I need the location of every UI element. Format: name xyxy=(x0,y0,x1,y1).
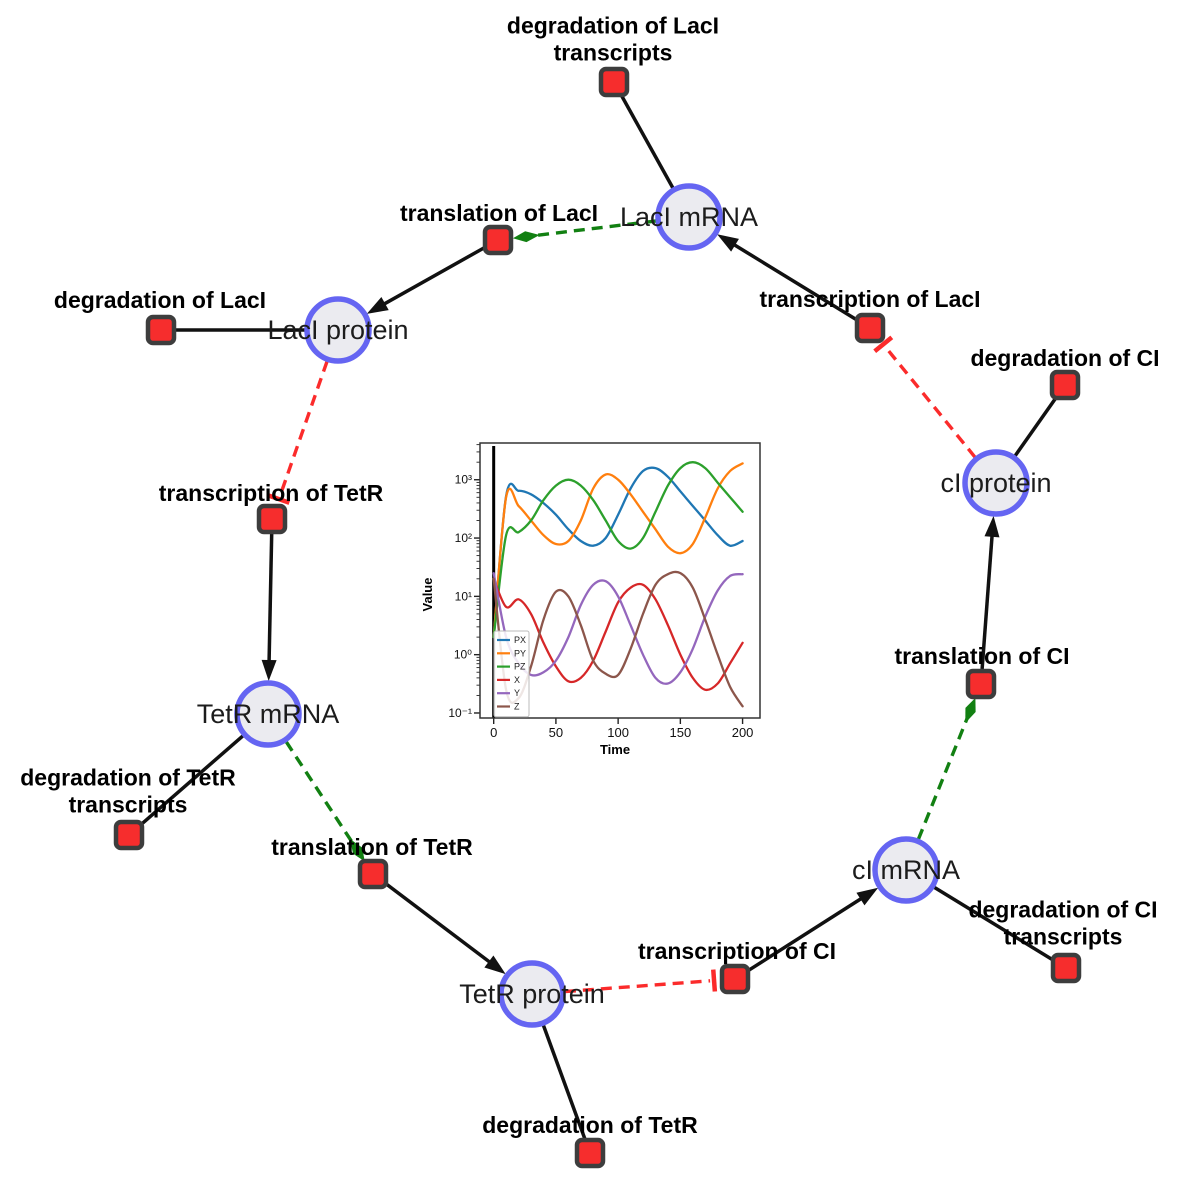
reaction-node-tx_ci[interactable] xyxy=(719,963,751,995)
edge-tx_laci-laci_mrna xyxy=(729,241,859,322)
species-label-tetr_mrna: TetR mRNA xyxy=(197,699,340,729)
series-line-PX xyxy=(492,466,744,639)
y-tick-label: 10¹ xyxy=(455,589,472,603)
x-axis-title: Time xyxy=(600,742,630,757)
edge-tl_ci-ci_protein-arrowhead-icon xyxy=(984,515,1000,538)
edge-ci_mrna-deg_ci_tx xyxy=(933,885,1055,962)
edge-ci_mrna-tl_ci xyxy=(916,715,970,841)
edge-ci_protein-deg_ci xyxy=(1013,396,1058,458)
y-axis-title: Value xyxy=(420,578,435,612)
species-node-tetr_mrna[interactable] xyxy=(234,680,302,748)
reaction-node-tl_laci[interactable] xyxy=(482,224,514,256)
reaction-label-deg_ci: degradation of CI xyxy=(970,345,1159,371)
species-label-ci_protein: cI protein xyxy=(940,468,1051,498)
series-layer xyxy=(492,461,744,708)
nodes-layer xyxy=(113,66,1082,1169)
edge-laci_mrna-tl_laci xyxy=(532,219,657,238)
edge-laci_mrna-tl_laci-diamond-arrowhead-icon xyxy=(512,231,540,243)
reaction-label-tl_laci: translation of LacI xyxy=(400,200,598,226)
series-line-PZ xyxy=(492,461,744,639)
legend-label-Y: Y xyxy=(514,688,520,698)
edge-tl_laci-laci_protein xyxy=(379,245,486,308)
edge-ci_protein-tx_laci xyxy=(884,346,977,459)
edge-tx_ci-ci_mrna-arrowhead-icon xyxy=(856,887,879,906)
series-line-Z xyxy=(492,570,744,708)
reaction-node-deg_ci[interactable] xyxy=(1049,369,1081,401)
reaction-node-tl_ci[interactable] xyxy=(965,668,997,700)
legend-label-X: X xyxy=(514,675,520,685)
reaction-node-deg_tetr[interactable] xyxy=(574,1137,606,1169)
edge-laci_mrna-deg_laci_tx xyxy=(619,94,675,190)
edge-tetr_protein-tx_ci-tbar-icon xyxy=(711,969,718,992)
species-node-laci_mrna[interactable] xyxy=(655,183,723,251)
edge-tx_laci-laci_mrna-arrowhead-icon xyxy=(717,234,739,252)
edge-tx_ci-ci_mrna xyxy=(746,894,866,973)
y-tick-label: 10³ xyxy=(455,473,472,487)
species-label-laci_mrna: LacI mRNA xyxy=(620,202,758,232)
labels-layer: degradation of LacI transcripts translatio… xyxy=(20,13,1159,1139)
legend: PX PY PZ XYZ xyxy=(493,630,530,718)
time-series-inset-plot: 0 50 100 150 20010⁻¹10⁰10¹10²10³TimeValuePXP… xyxy=(420,442,761,757)
series-line-X xyxy=(492,577,744,692)
reaction-label-deg_tetr_tx: degradation of TetR transcripts xyxy=(20,765,236,818)
edge-tetr_mrna-deg_tetr_tx xyxy=(139,734,245,827)
species-node-ci_protein[interactable] xyxy=(962,449,1030,517)
x-tick-label: 0 xyxy=(490,725,497,740)
legend-label-PX: PX xyxy=(514,635,526,645)
legend-label-PY: PY xyxy=(514,648,526,658)
species-label-tetr_protein: TetR protein xyxy=(459,979,605,1009)
species-label-laci_protein: LacI protein xyxy=(267,315,408,345)
edge-ci_protein-tx_laci-tbar-icon xyxy=(873,335,894,353)
x-tick-label: 150 xyxy=(670,725,692,740)
edge-tx_tetr-tetr_mrna xyxy=(267,533,274,666)
reaction-label-deg_laci_tx: degradation of LacI transcripts xyxy=(507,13,719,66)
edge-tetr_mrna-tl_tetr xyxy=(284,740,356,846)
axes-frame xyxy=(479,442,761,719)
reaction-node-deg_laci_tx[interactable] xyxy=(598,66,630,98)
y-tick-label: 10⁻¹ xyxy=(448,706,472,720)
reaction-label-tl_ci: translation of CI xyxy=(894,643,1069,669)
reaction-node-tx_tetr[interactable] xyxy=(256,503,288,535)
edge-tx_tetr-tetr_mrna-arrowhead-icon xyxy=(261,659,277,682)
reaction-node-deg_tetr_tx[interactable] xyxy=(113,819,145,851)
reaction-node-deg_ci_tx[interactable] xyxy=(1050,952,1082,984)
reaction-label-deg_laci: degradation of LacI xyxy=(54,287,266,313)
y-tick-label: 10⁰ xyxy=(454,648,472,662)
x-tick-label: 200 xyxy=(732,725,754,740)
edge-ci_mrna-tl_ci-diamond-arrowhead-icon xyxy=(965,697,976,723)
edge-tetr_mrna-tl_tetr-diamond-arrowhead-icon xyxy=(349,838,365,862)
reaction-node-tx_laci[interactable] xyxy=(854,312,886,344)
edge-tl_tetr-tetr_protein-arrowhead-icon xyxy=(484,955,506,975)
reaction-label-deg_ci_tx: degradation of CI transcripts xyxy=(968,897,1157,950)
species-node-ci_mrna[interactable] xyxy=(872,836,940,904)
edge-laci_protein-tx_tetr-tbar-icon xyxy=(267,493,291,505)
reaction-label-tx_tetr: transcription of TetR xyxy=(159,480,384,506)
reaction-label-tx_laci: transcription of LacI xyxy=(759,286,980,312)
y-tick-label: 10² xyxy=(455,531,472,545)
series-line-Y xyxy=(492,572,744,685)
x-tick-label: 100 xyxy=(607,725,629,740)
reaction-node-deg_laci[interactable] xyxy=(145,314,177,346)
edge-tl_ci-ci_protein xyxy=(980,531,995,670)
legend-label-Z: Z xyxy=(514,702,520,712)
legend-label-PZ: PZ xyxy=(514,662,526,672)
edge-tetr_protein-deg_tetr xyxy=(541,1024,587,1140)
edge-tl_laci-laci_protein-arrowhead-icon xyxy=(366,296,389,314)
reaction-label-tl_tetr: translation of TetR xyxy=(271,834,473,860)
edge-tl_tetr-tetr_protein xyxy=(383,881,494,966)
edge-laci_protein-tx_tetr xyxy=(278,360,329,496)
x-tick-label: 50 xyxy=(549,725,563,740)
edges-layer xyxy=(139,94,1058,1140)
species-node-tetr_protein[interactable] xyxy=(498,960,566,1028)
reaction-label-deg_tetr: degradation of TetR xyxy=(482,1112,698,1138)
species-node-laci_protein[interactable] xyxy=(304,296,372,364)
reaction-node-tl_tetr[interactable] xyxy=(357,858,389,890)
species-label-ci_mrna: cI mRNA xyxy=(852,855,960,885)
reaction-label-tx_ci: transcription of CI xyxy=(638,938,836,964)
edge-tetr_protein-tx_ci xyxy=(564,979,711,994)
